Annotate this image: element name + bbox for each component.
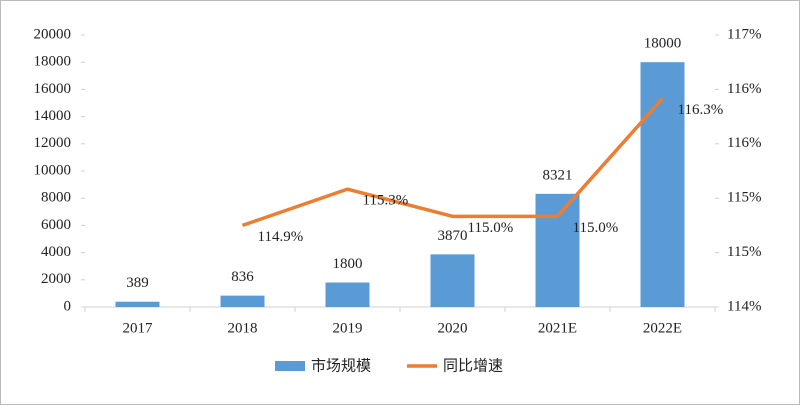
line-value-label: 115.0% xyxy=(468,220,514,236)
y-tick-label: 6000 xyxy=(41,217,71,233)
y-tick-label: 2000 xyxy=(41,271,71,287)
bar-value-label: 1800 xyxy=(333,256,363,272)
line-value-label: 115.3% xyxy=(363,193,409,209)
y2-tick-label: 115% xyxy=(727,244,761,260)
bar xyxy=(220,295,265,307)
line-value-label: 114.9% xyxy=(258,229,304,245)
bar-value-label: 836 xyxy=(231,269,254,285)
x-tick-label: 2020 xyxy=(438,320,468,336)
y2-tick-label: 117% xyxy=(727,26,761,42)
x-tick-label: 2022E xyxy=(643,320,682,336)
x-tick-label: 2017 xyxy=(123,320,154,336)
y2-tick-label: 115% xyxy=(727,190,761,206)
legend-label: 同比增速 xyxy=(443,357,503,375)
line-value-label: 116.3% xyxy=(678,102,724,118)
y-tick-label: 12000 xyxy=(34,135,72,151)
y2-tick-label: 114% xyxy=(727,298,761,314)
bar-value-label: 8321 xyxy=(543,167,573,183)
bar-value-label: 3870 xyxy=(438,228,468,244)
bar xyxy=(640,62,685,308)
y-tick-label: 18000 xyxy=(34,54,72,70)
x-tick-label: 2021E xyxy=(538,320,577,336)
y2-tick-label: 116% xyxy=(727,81,761,97)
bar xyxy=(325,282,370,307)
legend-label: 市场规模 xyxy=(311,357,371,375)
x-tick-label: 2018 xyxy=(228,320,258,336)
y-tick-label: 20000 xyxy=(34,26,72,42)
line xyxy=(241,97,664,228)
y-tick-label: 0 xyxy=(64,298,72,314)
bar xyxy=(535,193,580,307)
y-tick-label: 8000 xyxy=(41,190,71,206)
line-value-label: 115.0% xyxy=(573,220,619,236)
y-tick-label: 16000 xyxy=(34,81,72,97)
bar-value-label: 18000 xyxy=(644,36,682,52)
y-tick-label: 4000 xyxy=(41,244,71,260)
bar xyxy=(115,301,160,307)
y2-tick-label: 116% xyxy=(727,135,761,151)
bar-value-label: 389 xyxy=(126,275,149,291)
x-tick-label: 2019 xyxy=(333,320,363,336)
y-tick-label: 10000 xyxy=(34,162,72,178)
y-tick-label: 14000 xyxy=(34,108,72,124)
bar xyxy=(430,254,475,307)
legend-swatch xyxy=(275,361,305,371)
